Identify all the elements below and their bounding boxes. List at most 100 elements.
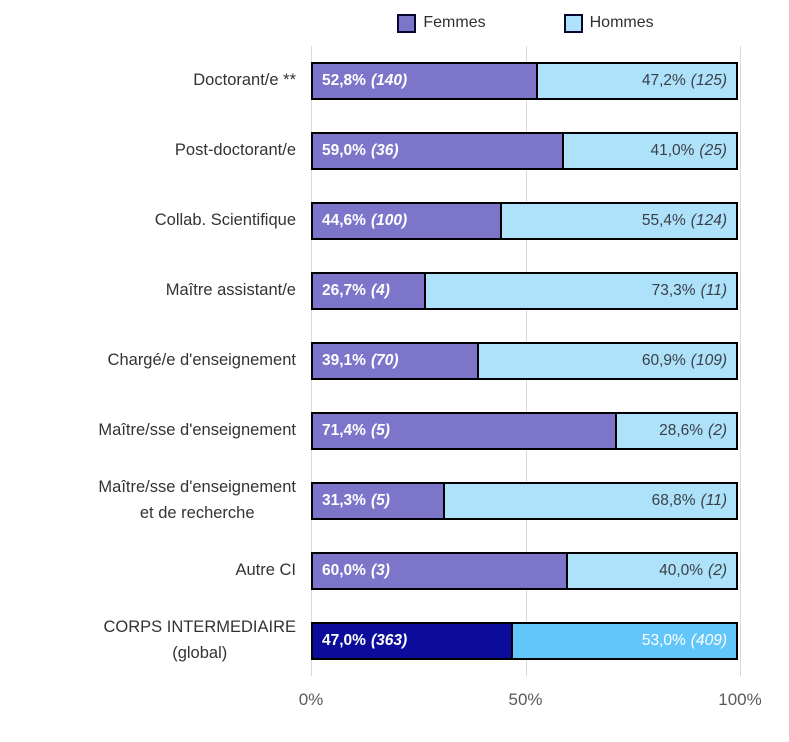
bar-segment-hommes: 55,4% (124) xyxy=(500,202,738,240)
category-label: Maître/sse d'enseignement xyxy=(98,421,296,440)
hommes-count-label: (2) xyxy=(708,422,727,439)
femmes-percent-label: 26,7% xyxy=(322,282,366,299)
femmes-count-label: (5) xyxy=(370,422,390,439)
x-tick-0: 0% xyxy=(298,690,324,709)
hommes-count-label: (125) xyxy=(690,72,727,89)
bar-track: 39,1% (70) 60,9% (109) xyxy=(311,342,740,380)
chart-row: Chargé/e d'enseignement 39,1% (70) 60,9%… xyxy=(0,326,740,396)
femmes-count-label: (36) xyxy=(370,142,399,159)
femmes-count-label: (140) xyxy=(370,72,408,89)
hommes-count-label: (11) xyxy=(700,282,727,299)
femmes-count-label: (3) xyxy=(370,562,390,579)
category-cell: Maître assistant/e xyxy=(0,278,311,304)
femmes-percent-label: 52,8% xyxy=(322,72,366,89)
bar-segment-hommes: 41,0% (25) xyxy=(562,132,738,170)
category-cell: Maître/sse d'enseignement et de recherche xyxy=(0,475,311,526)
femmes-percent-label: 44,6% xyxy=(322,212,366,229)
bar-track: 52,8% (140) 47,2% (125) xyxy=(311,62,740,100)
hommes-percent-label: 53,0% xyxy=(641,632,686,649)
category-cell: Chargé/e d'enseignement xyxy=(0,348,311,374)
femmes-count-label: (100) xyxy=(370,212,408,229)
x-tick-100: 100% xyxy=(718,690,762,709)
hommes-percent-label: 73,3% xyxy=(651,282,696,299)
bar-track: 26,7% (4) 73,3% (11) xyxy=(311,272,740,310)
bar-track: 71,4% (5) 28,6% (2) xyxy=(311,412,740,450)
bar-segment-femmes: 39,1% (70) xyxy=(311,342,479,380)
bar-track: 60,0% (3) 40,0% (2) xyxy=(311,552,740,590)
category-label: Post-doctorant/e xyxy=(174,141,296,160)
chart-row: Maître/sse d'enseignement et de recherche… xyxy=(0,466,740,536)
hommes-count-label: (409) xyxy=(690,632,727,649)
legend-item-femmes: Femmes xyxy=(397,13,486,33)
bar-track: 44,6% (100) 55,4% (124) xyxy=(311,202,740,240)
femmes-count-label: (5) xyxy=(370,492,390,509)
femmes-percent-label: 47,0% xyxy=(322,632,366,649)
category-label: Collab. Scientifique xyxy=(154,211,296,230)
bar-segment-femmes: 52,8% (140) xyxy=(311,62,538,100)
category-cell: Doctorant/e ** xyxy=(0,68,311,94)
category-cell: CORPS INTERMEDIAIRE (global) xyxy=(0,615,311,666)
bar-segment-femmes: 59,0% (36) xyxy=(311,132,565,170)
chart-row: Doctorant/e ** 52,8% (140) 47,2% (125) xyxy=(0,46,740,116)
bar-segment-femmes: 26,7% (4) xyxy=(311,272,426,310)
category-label: Maître/sse d'enseignement et de recherche xyxy=(98,478,296,522)
bar-segment-femmes: 47,0% (363) xyxy=(311,622,513,660)
hommes-percent-label: 55,4% xyxy=(641,212,686,229)
bar-segment-hommes: 53,0% (409) xyxy=(510,622,738,660)
legend-label-hommes: Hommes xyxy=(589,14,654,31)
category-label: CORPS INTERMEDIAIRE (global) xyxy=(103,618,296,662)
femmes-count-label: (70) xyxy=(370,352,399,369)
hommes-percent-label: 47,2% xyxy=(641,72,686,89)
bar-segment-hommes: 68,8% (11) xyxy=(443,482,738,520)
chart-row: Maître assistant/e 26,7% (4) 73,3% (11) xyxy=(0,256,740,326)
femmes-count-label: (363) xyxy=(370,632,408,649)
bar-segment-hommes: 47,2% (125) xyxy=(535,62,738,100)
chart-row: Collab. Scientifique 44,6% (100) 55,4% (… xyxy=(0,186,740,256)
bar-segment-femmes: 60,0% (3) xyxy=(311,552,569,590)
bar-track: 31,3% (5) 68,8% (11) xyxy=(311,482,740,520)
chart-row: Maître/sse d'enseignement 71,4% (5) 28,6… xyxy=(0,396,740,466)
category-cell: Autre CI xyxy=(0,558,311,584)
hommes-percent-label: 28,6% xyxy=(659,422,704,439)
axis-spacer xyxy=(0,676,311,728)
category-cell: Collab. Scientifique xyxy=(0,208,311,234)
hommes-count-label: (25) xyxy=(699,142,727,159)
bar-segment-hommes: 28,6% (2) xyxy=(615,412,738,450)
x-tick-50: 50% xyxy=(508,690,543,709)
plot-area: Doctorant/e ** 52,8% (140) 47,2% (125) P… xyxy=(0,46,741,676)
category-cell: Post-doctorant/e xyxy=(0,138,311,164)
category-cell: Maître/sse d'enseignement xyxy=(0,418,311,444)
hommes-percent-label: 41,0% xyxy=(650,142,695,159)
hommes-percent-label: 40,0% xyxy=(659,562,704,579)
category-label: Maître assistant/e xyxy=(165,281,296,300)
bar-segment-hommes: 60,9% (109) xyxy=(476,342,738,380)
bar-segment-hommes: 40,0% (2) xyxy=(566,552,738,590)
x-axis: 0% 50% 100% xyxy=(0,676,762,728)
femmes-percent-label: 39,1% xyxy=(322,352,366,369)
rows: Doctorant/e ** 52,8% (140) 47,2% (125) P… xyxy=(0,46,740,676)
hommes-percent-label: 60,9% xyxy=(641,352,686,369)
bar-track: 47,0% (363) 53,0% (409) xyxy=(311,622,740,660)
bar-segment-femmes: 71,4% (5) xyxy=(311,412,618,450)
femmes-count-label: (4) xyxy=(370,282,390,299)
category-label: Autre CI xyxy=(235,561,296,580)
femmes-percent-label: 59,0% xyxy=(322,142,366,159)
hommes-count-label: (109) xyxy=(690,352,727,369)
legend-item-hommes: Hommes xyxy=(563,13,654,33)
femmes-percent-label: 31,3% xyxy=(322,492,366,509)
chart-row: CORPS INTERMEDIAIRE (global) 47,0% (363) … xyxy=(0,606,740,676)
category-label: Chargé/e d'enseignement xyxy=(107,351,296,370)
gridline-100 xyxy=(740,46,741,676)
hommes-swatch-icon xyxy=(563,13,583,33)
chart-row: Post-doctorant/e 59,0% (36) 41,0% (25) xyxy=(0,116,740,186)
femmes-percent-label: 71,4% xyxy=(322,422,366,439)
hommes-count-label: (11) xyxy=(700,492,727,509)
femmes-swatch-icon xyxy=(397,13,417,33)
category-label: Doctorant/e ** xyxy=(193,71,296,90)
femmes-percent-label: 60,0% xyxy=(322,562,366,579)
axis-track: 0% 50% 100% xyxy=(299,676,762,728)
bar-segment-hommes: 73,3% (11) xyxy=(423,272,738,310)
bar-segment-femmes: 31,3% (5) xyxy=(311,482,446,520)
bar-track: 59,0% (36) 41,0% (25) xyxy=(311,132,740,170)
